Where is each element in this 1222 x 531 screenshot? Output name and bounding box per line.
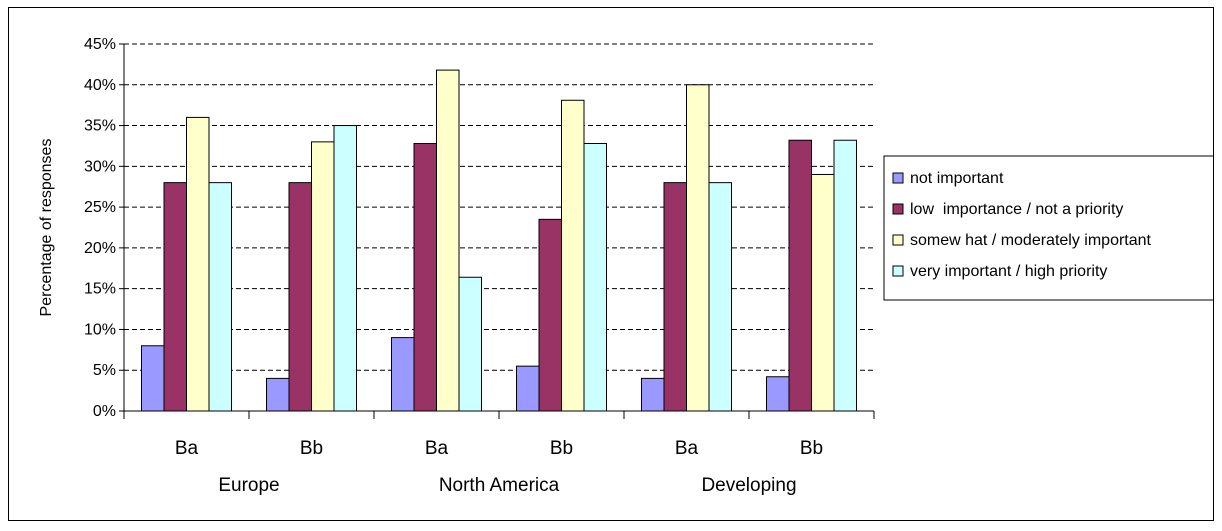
legend: not important low importance / not a prio… (883, 155, 1213, 301)
bar (333, 125, 357, 412)
bar (788, 139, 812, 412)
bar (458, 276, 482, 412)
bar (583, 142, 607, 412)
legend-label: somew hat / moderately important (910, 232, 1152, 249)
bar (208, 182, 232, 412)
legend-box (883, 155, 1213, 301)
x-category-label: Ba (175, 438, 199, 459)
y-tick-labels: 0% 5% 10% 15% 20% 25% 30% 35% 40% 45% (84, 36, 116, 420)
bar (311, 141, 335, 412)
legend-swatch (892, 234, 904, 246)
bar (833, 139, 857, 412)
x-group-labels: Europe North America Developing (218, 475, 796, 496)
bar (413, 142, 437, 412)
y-tick-label: 20% (84, 240, 116, 257)
bars (141, 69, 857, 412)
y-tick-label: 30% (84, 158, 116, 175)
bar (391, 337, 415, 412)
bar (163, 182, 187, 412)
legend-swatch (892, 265, 904, 277)
y-tick-label: 10% (84, 321, 116, 338)
y-tick-label: 5% (93, 362, 116, 379)
bar (708, 182, 732, 412)
legend-swatch (892, 203, 904, 215)
bar (561, 99, 585, 412)
bar (436, 69, 460, 412)
y-tick-label: 35% (84, 118, 116, 135)
bar (811, 173, 835, 412)
legend-swatch (892, 172, 904, 184)
chart-frame: 0% 5% 10% 15% 20% 25% 30% 35% 40% 45% Ba Bb Ba Bb Ba B… (8, 7, 1214, 521)
y-tick-label: 45% (84, 36, 116, 53)
bar (766, 376, 790, 412)
y-tick-label: 15% (84, 281, 116, 298)
bar (686, 84, 710, 412)
x-category-label: Bb (300, 438, 323, 459)
axes (119, 43, 875, 419)
bar (641, 377, 665, 412)
bar (141, 345, 165, 412)
x-group-label: Europe (218, 475, 279, 496)
legend-label: low importance / not a priority (910, 201, 1123, 218)
x-category-label: Ba (675, 438, 699, 459)
bar (186, 116, 210, 412)
x-category-label: Ba (425, 438, 449, 459)
legend-label: very important / high priority (910, 263, 1107, 280)
legend-label: not important (910, 170, 1004, 187)
gridlines (124, 43, 874, 371)
x-category-labels: Ba Bb Ba Bb Ba Bb (175, 438, 823, 459)
x-category-label: Bb (550, 438, 573, 459)
bar (538, 218, 562, 412)
x-group-label: North America (439, 475, 560, 496)
x-category-label: Bb (800, 438, 823, 459)
bar (288, 182, 312, 412)
y-axis-title: Percentage of responses (38, 139, 55, 317)
y-tick-label: 0% (93, 403, 116, 420)
x-group-label: Developing (701, 475, 796, 496)
y-tick-label: 25% (84, 199, 116, 216)
y-tick-label: 40% (84, 77, 116, 94)
bar (663, 182, 687, 412)
bar (516, 365, 540, 412)
bar (266, 377, 290, 412)
bar-chart: 0%5%10%15%20%25%30%35%40%45% Ba Bb Ba Bb Ba B… (38, 36, 1213, 496)
